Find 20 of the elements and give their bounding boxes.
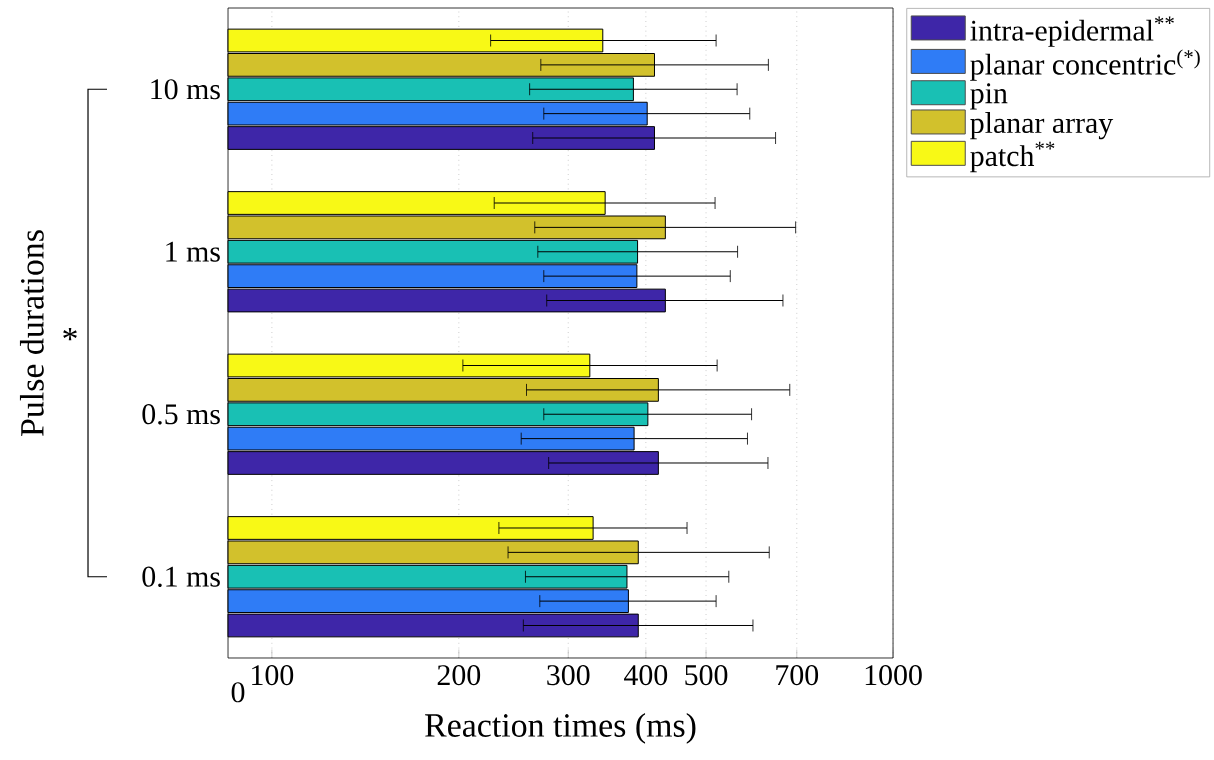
y-tick-label: 10 ms [151, 79, 220, 100]
x-tick-label: 100 [252, 665, 294, 686]
x-tick-label: 400 [624, 665, 668, 686]
x-tick-label: 300 [547, 665, 590, 686]
x-tick-label: 700 [776, 665, 819, 686]
x-tick-label: 1000 [865, 665, 922, 686]
x-tick-label: 500 [685, 665, 728, 686]
legend-label: planar concentric$^{(*)}$ [970, 49, 1200, 81]
y-tick-label: 1 ms [166, 241, 220, 262]
text: 0 [231, 682, 245, 703]
legend-label: pin [970, 83, 1008, 110]
legend-label: patch$^{**}$ [970, 141, 1055, 173]
x-tick-label: 200 [437, 665, 481, 686]
y-axis-title: Pulse durations [19, 230, 44, 436]
y-tick-label: 0.1 ms [142, 566, 220, 587]
text: * [63, 327, 77, 341]
y-tick-label: 0.5 ms [142, 404, 220, 425]
x-axis-title: Reaction times (ms) [425, 713, 696, 744]
legend-label: planar array [970, 112, 1114, 140]
legend-label: intra-epidermal$^{**}$ [970, 16, 1174, 47]
